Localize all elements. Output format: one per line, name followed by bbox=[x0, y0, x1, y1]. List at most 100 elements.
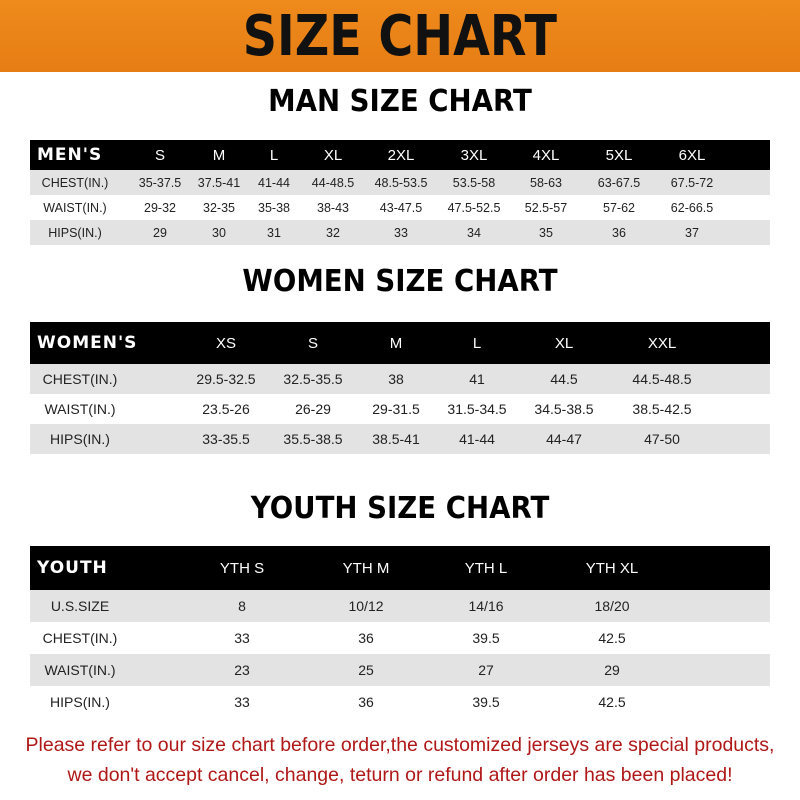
size-header-cell: 2XL bbox=[387, 146, 415, 164]
table-cell: 43-47.5 bbox=[379, 200, 423, 215]
table-cell: 62-66.5 bbox=[670, 200, 714, 215]
men-heading: MAN SIZE CHART bbox=[268, 84, 532, 119]
table-cell: 31 bbox=[267, 225, 281, 240]
table-cell: 63-67.5 bbox=[597, 175, 641, 190]
table-cell: 36 bbox=[358, 630, 374, 646]
table-cell: 14/16 bbox=[468, 598, 504, 614]
table-cell: 34.5-38.5 bbox=[534, 401, 594, 417]
table-cell: 32 bbox=[326, 225, 340, 240]
size-header-cell: 6XL bbox=[678, 146, 706, 164]
measure-label: CHEST(IN.) bbox=[42, 371, 118, 387]
size-header-cell: YTH M bbox=[342, 559, 390, 577]
table-cell: 35-38 bbox=[258, 200, 290, 215]
table-cell: 29.5-32.5 bbox=[196, 371, 256, 387]
table-cell: 36 bbox=[358, 694, 374, 710]
table-cell: 32-35 bbox=[203, 200, 235, 215]
table-row: U.S.SIZE 8 10/12 14/16 18/20 bbox=[30, 590, 770, 622]
table-title-cell: MEN'S bbox=[37, 145, 103, 165]
title-banner: SIZE CHART bbox=[0, 0, 800, 72]
size-header-cell: 3XL bbox=[460, 146, 488, 164]
men-size-table: MEN'S S M L XL 2XL 3XL 4XL 5XL 6XL CHEST(IN.) 35-37… bbox=[30, 140, 770, 245]
table-cell: 53.5-58 bbox=[452, 175, 496, 190]
header-row: YOUTH YTH S YTH M YTH L YTH XL bbox=[30, 546, 770, 590]
table-cell: 58-63 bbox=[530, 175, 562, 190]
measure-label: CHEST(IN.) bbox=[41, 175, 109, 190]
table-cell: 38.5-41 bbox=[372, 431, 420, 447]
table-row: HIPS(IN.) 33 36 39.5 42.5 bbox=[30, 686, 770, 718]
page-title: SIZE CHART bbox=[242, 3, 558, 69]
table-cell: 44.5 bbox=[550, 371, 578, 387]
table-cell: 47-50 bbox=[644, 431, 680, 447]
table-cell: 33 bbox=[234, 630, 250, 646]
size-header-cell: YTH L bbox=[464, 559, 508, 577]
table-cell: 26-29 bbox=[295, 401, 331, 417]
table-cell: 38.5-42.5 bbox=[632, 401, 692, 417]
table-cell: 33 bbox=[394, 225, 408, 240]
table-row: HIPS(IN.) 33-35.5 35.5-38.5 38.5-41 41-44 44-… bbox=[30, 424, 770, 454]
measure-label: HIPS(IN.) bbox=[50, 431, 110, 447]
table-cell: 35 bbox=[539, 225, 553, 240]
size-header-cell: XL bbox=[554, 334, 574, 352]
size-header-cell: YTH XL bbox=[585, 559, 639, 577]
table-cell: 41-44 bbox=[258, 175, 290, 190]
size-header-cell: M bbox=[389, 334, 403, 352]
table-cell: 35.5-38.5 bbox=[283, 431, 343, 447]
table-cell: 48.5-53.5 bbox=[374, 175, 428, 190]
table-cell: 29-31.5 bbox=[372, 401, 420, 417]
table-cell: 29 bbox=[153, 225, 167, 240]
size-header-cell: L bbox=[472, 334, 482, 352]
measure-label: WAIST(IN.) bbox=[44, 662, 116, 678]
measure-label: WAIST(IN.) bbox=[44, 401, 116, 417]
table-cell: 23 bbox=[234, 662, 250, 678]
table-cell: 52.5-57 bbox=[524, 200, 568, 215]
header-row: WOMEN'S XS S M L XL XXL bbox=[30, 322, 770, 364]
table-cell: 41-44 bbox=[459, 431, 495, 447]
table-row: HIPS(IN.) 29 30 31 32 33 34 35 36 37 bbox=[30, 220, 770, 245]
table-cell: 42.5 bbox=[598, 630, 626, 646]
measure-label: HIPS(IN.) bbox=[50, 694, 110, 710]
notice-line-1: Please refer to our size chart before or… bbox=[25, 734, 775, 756]
table-row: WAIST(IN.) 29-32 32-35 35-38 38-43 43-47.5 47.… bbox=[30, 195, 770, 220]
measure-label: HIPS(IN.) bbox=[48, 225, 102, 240]
table-cell: 42.5 bbox=[598, 694, 626, 710]
size-header-cell: XL bbox=[323, 146, 343, 164]
youth-heading: YOUTH SIZE CHART bbox=[250, 491, 550, 526]
table-cell: 29-32 bbox=[144, 200, 176, 215]
table-cell: 32.5-35.5 bbox=[283, 371, 343, 387]
size-header-cell: L bbox=[269, 146, 279, 164]
table-cell: 27 bbox=[478, 662, 494, 678]
size-header-cell: 5XL bbox=[605, 146, 633, 164]
table-cell: 41 bbox=[469, 371, 485, 387]
size-header-cell: M bbox=[212, 146, 226, 164]
table-cell: 57-62 bbox=[603, 200, 635, 215]
table-row: WAIST(IN.) 23.5-26 26-29 29-31.5 31.5-34.5 34… bbox=[30, 394, 770, 424]
table-cell: 10/12 bbox=[348, 598, 384, 614]
table-cell: 33 bbox=[234, 694, 250, 710]
table-cell: 39.5 bbox=[472, 630, 500, 646]
table-cell: 38 bbox=[388, 371, 404, 387]
table-cell: 8 bbox=[238, 598, 246, 614]
table-cell: 33-35.5 bbox=[202, 431, 250, 447]
size-header-cell: 4XL bbox=[532, 146, 560, 164]
table-cell: 30 bbox=[212, 225, 226, 240]
measure-label: U.S.SIZE bbox=[50, 598, 110, 614]
table-row: WAIST(IN.) 23 25 27 29 bbox=[30, 654, 770, 686]
notice-line-2: we don't accept cancel, change, teturn o… bbox=[67, 764, 733, 786]
table-cell: 44.5-48.5 bbox=[632, 371, 692, 387]
table-cell: 31.5-34.5 bbox=[447, 401, 507, 417]
measure-label: WAIST(IN.) bbox=[43, 200, 107, 215]
table-cell: 34 bbox=[467, 225, 481, 240]
table-cell: 39.5 bbox=[472, 694, 500, 710]
table-row: CHEST(IN.) 35-37.5 37.5-41 41-44 44-48.5 48.5… bbox=[30, 170, 770, 195]
table-cell: 29 bbox=[604, 662, 620, 678]
women-heading: WOMEN SIZE CHART bbox=[242, 264, 558, 299]
size-header-cell: S bbox=[154, 146, 166, 164]
table-cell: 23.5-26 bbox=[202, 401, 250, 417]
table-cell: 44-47 bbox=[546, 431, 582, 447]
measure-label: CHEST(IN.) bbox=[42, 630, 118, 646]
header-row: MEN'S S M L XL 2XL 3XL 4XL 5XL 6XL bbox=[30, 140, 770, 170]
table-cell: 47.5-52.5 bbox=[447, 200, 501, 215]
table-cell: 44-48.5 bbox=[311, 175, 355, 190]
table-row: CHEST(IN.) 29.5-32.5 32.5-35.5 38 41 44.5 44.5… bbox=[30, 364, 770, 394]
table-cell: 67.5-72 bbox=[670, 175, 714, 190]
